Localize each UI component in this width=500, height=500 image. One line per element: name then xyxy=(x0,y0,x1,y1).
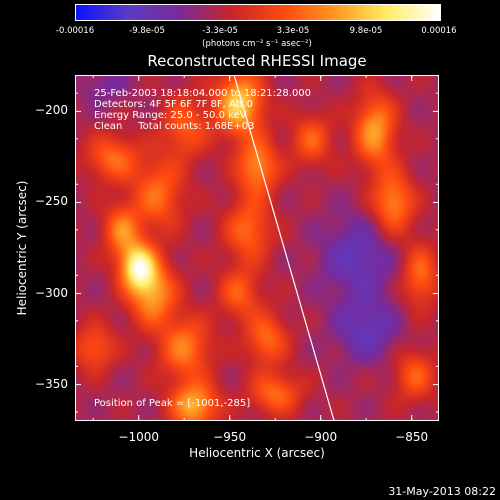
plot-overlay xyxy=(233,76,335,420)
colorbar-tick: 0.00016 xyxy=(421,26,457,36)
info-time-range: 25-Feb-2003 18:18:04.000 to 18:21:28.000 xyxy=(94,88,312,99)
colorbar-tick: -9.8e-05 xyxy=(129,26,165,36)
x-tick-label: −850 xyxy=(395,430,429,444)
render-timestamp: 31-May-2013 08:22 xyxy=(388,485,496,498)
info-energy-range: Energy Range: 25.0 - 50.0 keV xyxy=(94,110,247,121)
heatmap-canvas xyxy=(76,76,438,420)
info-detectors: Detectors: 4F 5F 6F 7F 8F, Att 0 xyxy=(94,99,254,110)
colorbar-units: (photons cm⁻² s⁻¹ asec⁻²) xyxy=(202,39,312,49)
x-tick-label: −1000 xyxy=(118,430,159,444)
image-plot: 25-Feb-2003 18:18:04.000 to 18:21:28.000… xyxy=(75,75,439,421)
colorbar-tick: -0.00016 xyxy=(55,26,95,36)
peak-position-label: Position of Peak = [-1001,-285] xyxy=(94,398,251,409)
colorbar-tick: 9.8e-05 xyxy=(349,26,383,36)
colorbar-tick: 3.3e-05 xyxy=(276,26,310,36)
x-tick-label: −900 xyxy=(304,430,338,444)
chart-title: Reconstructed RHESSI Image xyxy=(147,52,367,70)
solar-limb-line xyxy=(233,76,335,420)
info-counts: Clean Total counts: 1.68E+03 xyxy=(94,121,255,132)
y-tick-label: −350 xyxy=(35,376,68,391)
colorbar-tick: -3.3e-05 xyxy=(202,26,238,36)
x-axis-label: Heliocentric X (arcsec) xyxy=(189,446,325,460)
colorbar xyxy=(75,4,441,21)
y-axis-label: Heliocentric Y (arcsec) xyxy=(15,180,29,316)
x-tick-label: −950 xyxy=(213,430,247,444)
y-tick-label: −300 xyxy=(35,285,68,300)
y-tick-label: −200 xyxy=(35,103,68,118)
y-tick-label: −250 xyxy=(35,194,68,209)
